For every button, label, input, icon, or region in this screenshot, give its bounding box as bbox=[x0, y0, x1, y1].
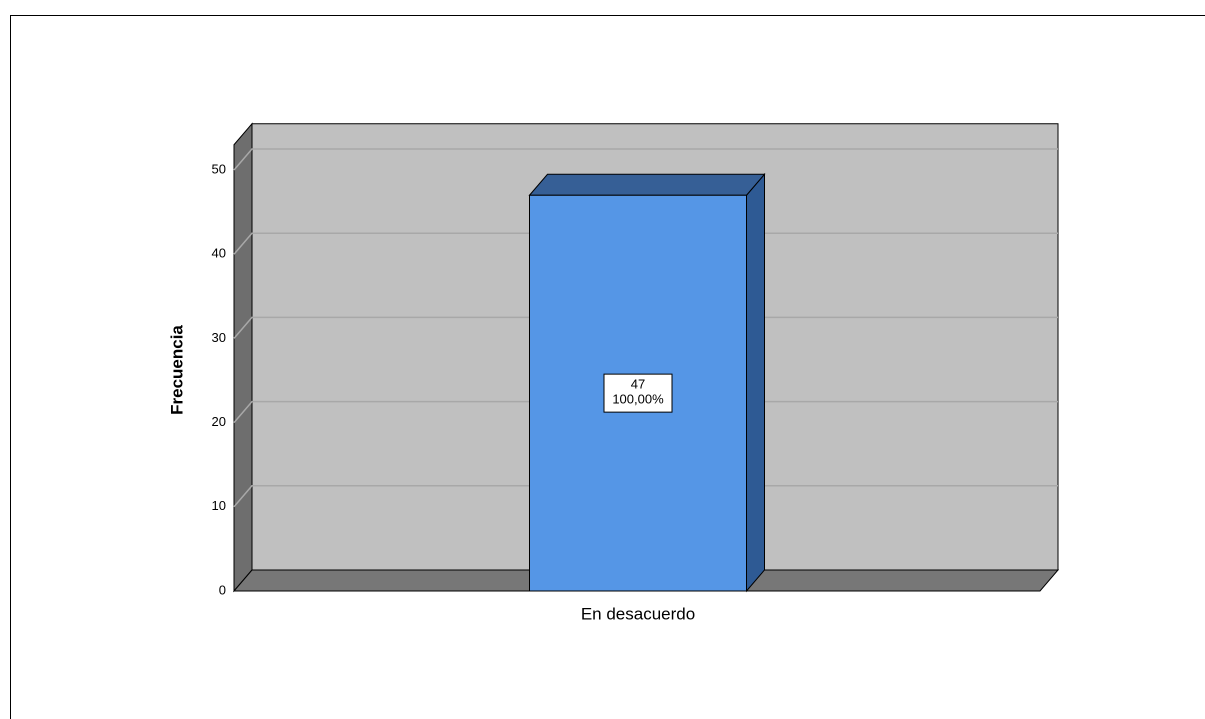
data-label: 47 bbox=[631, 377, 645, 392]
y-tick-label: 40 bbox=[212, 246, 226, 261]
grid-line bbox=[233, 316, 1058, 339]
grid-line bbox=[233, 485, 1058, 508]
y-tick-label: 30 bbox=[212, 330, 226, 345]
bar bbox=[528, 172, 766, 593]
y-tick-label: 10 bbox=[212, 498, 226, 513]
y-tick-label: 50 bbox=[212, 161, 226, 176]
grid-line bbox=[233, 148, 1058, 171]
left-wall bbox=[233, 122, 253, 593]
y-axis-label: Frecuencia bbox=[167, 325, 186, 415]
bar-side bbox=[746, 172, 765, 593]
y-tick-label: 0 bbox=[219, 582, 226, 597]
x-tick-label: En desacuerdo bbox=[581, 604, 695, 623]
grid-line bbox=[233, 232, 1058, 255]
data-label-box bbox=[603, 373, 673, 413]
bar-top bbox=[528, 173, 766, 196]
grid-line bbox=[233, 400, 1058, 424]
y-tick-label: 20 bbox=[212, 414, 226, 429]
data-label-percent: 100,00% bbox=[612, 392, 664, 407]
